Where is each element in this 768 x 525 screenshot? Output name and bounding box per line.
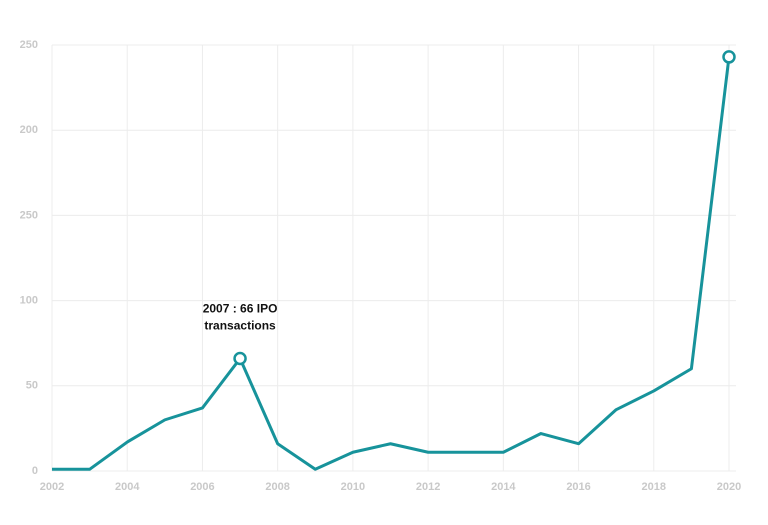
y-tick-label: 250 <box>20 209 38 221</box>
x-tick-label: 2004 <box>115 481 140 493</box>
x-tick-label: 2014 <box>491 481 516 493</box>
y-tick-label: 250 <box>20 39 38 51</box>
y-tick-label: 50 <box>26 380 38 392</box>
x-tick-label: 2012 <box>416 481 440 493</box>
data-line <box>52 56 731 471</box>
y-tick-label: 200 <box>20 124 38 136</box>
x-tick-label: 2010 <box>341 481 365 493</box>
x-tick-label: 2008 <box>265 481 289 493</box>
x-tick-label: 2020 <box>717 481 741 493</box>
annotation: transactions <box>204 319 276 333</box>
y-tick-label: 0 <box>32 465 38 477</box>
x-tick-label: 2006 <box>190 481 214 493</box>
y-tick-label: 100 <box>20 295 38 307</box>
x-tick-label: 2018 <box>642 481 666 493</box>
x-tick-label: 2016 <box>566 481 590 493</box>
annotation: 2007 : 66 IPO <box>203 302 278 316</box>
highlight-marker <box>722 50 736 64</box>
highlight-marker <box>233 351 247 366</box>
x-tick-label: 2002 <box>40 481 64 493</box>
